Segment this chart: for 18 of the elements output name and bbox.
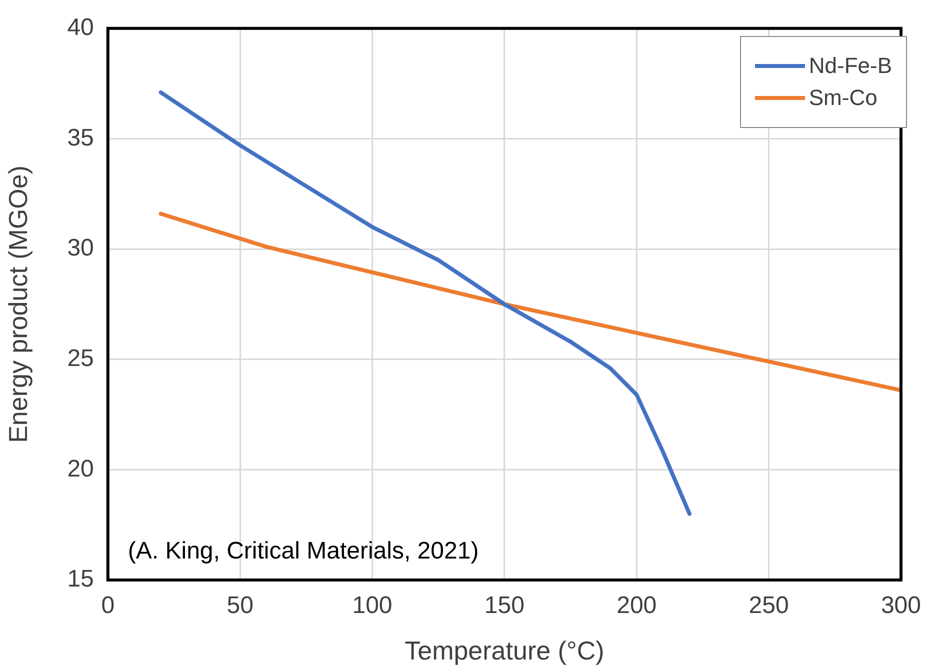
x-tick-label: 100 [352,592,392,620]
y-axis-title: Energy product (MGOe) [2,165,33,443]
y-tick-label: 25 [67,344,94,372]
y-tick-label: 20 [67,455,94,482]
y-tick-label: 35 [67,124,94,152]
y-tick-label: 30 [67,234,94,262]
y-tick-label: 15 [67,566,94,593]
x-tick-label: 300 [880,592,921,620]
x-tick-label: 0 [101,592,115,620]
x-tick-label: 200 [616,592,657,620]
x-tick-label: 50 [226,592,254,620]
x-axis-title: Temperature (°C) [404,636,604,666]
y-tick-label: 40 [67,14,94,42]
x-tick-label: 150 [484,592,524,620]
legend-label: Nd-Fe-B [808,53,892,79]
x-tick-label: 250 [748,592,789,620]
annotation: (A. King, Critical Materials, 2021) [128,538,479,565]
legend-label: Sm-Co [808,85,878,111]
